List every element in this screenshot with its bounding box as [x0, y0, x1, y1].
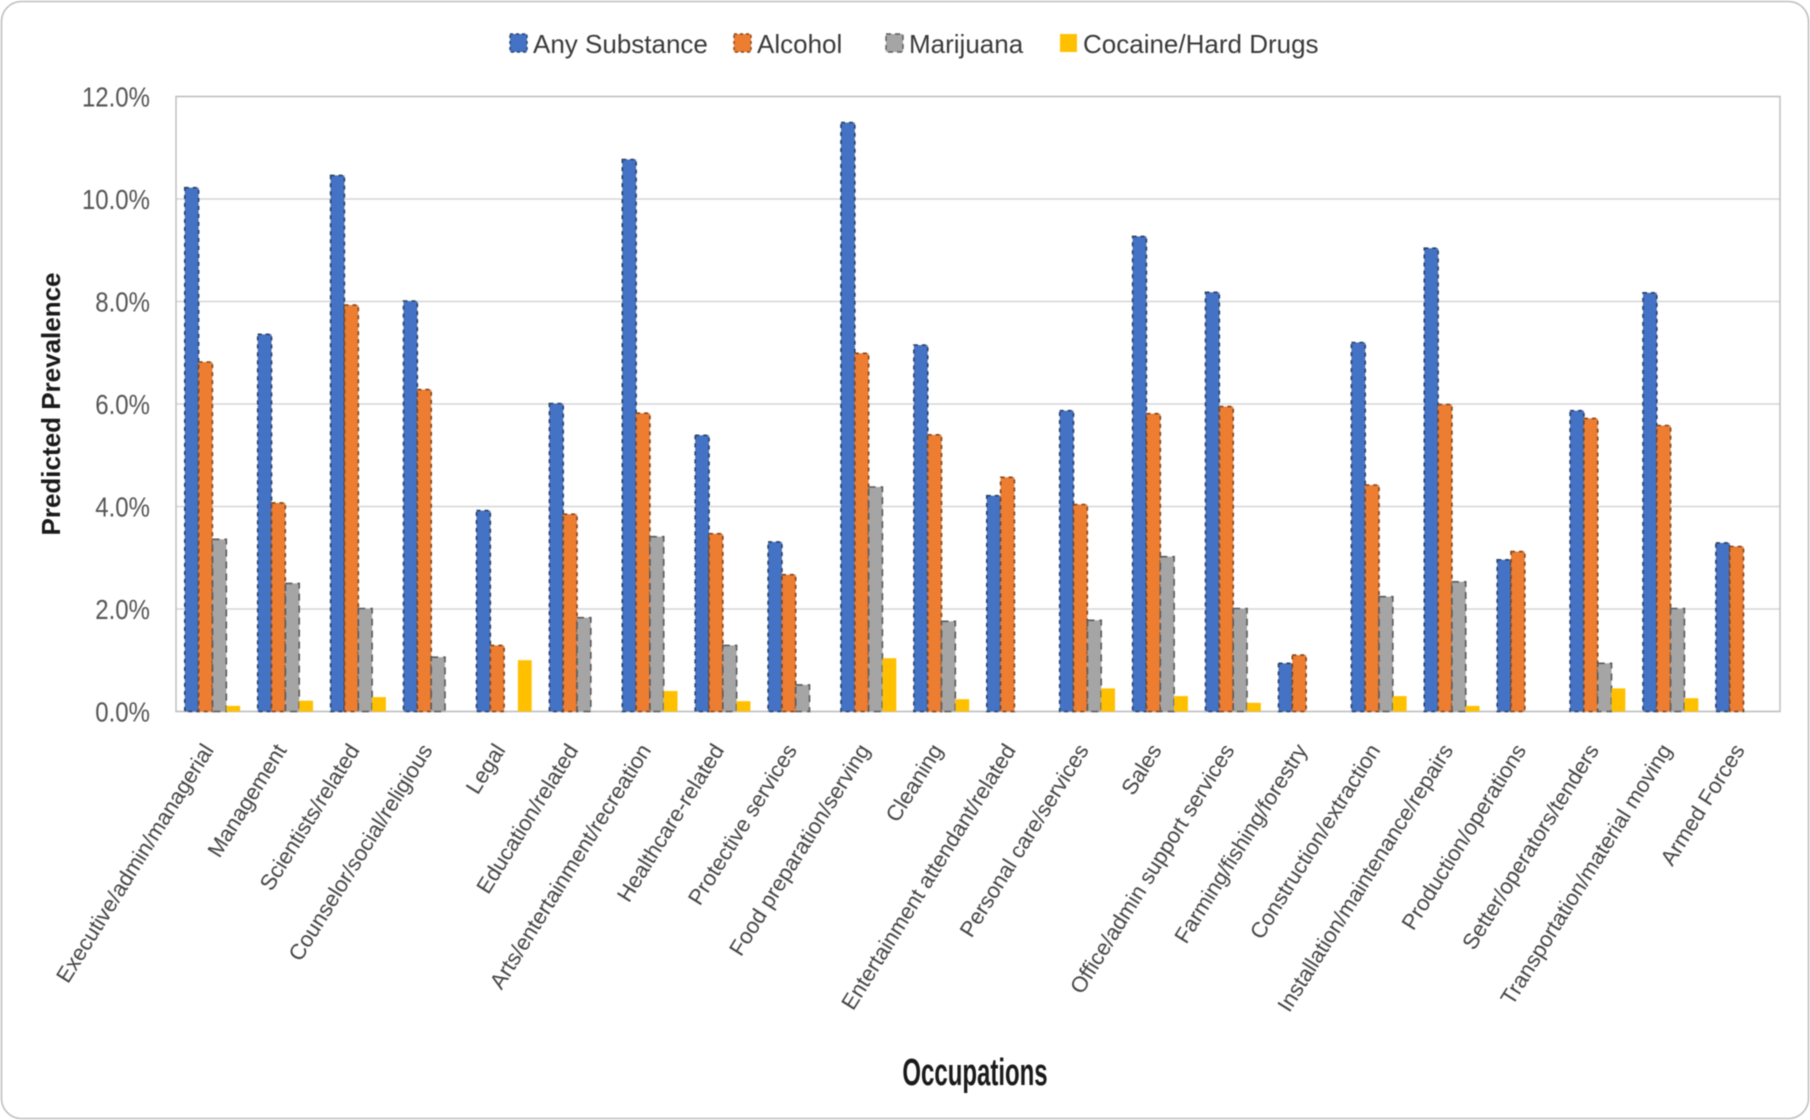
svg-text:Occupations: Occupations	[902, 1050, 1047, 1093]
svg-text:6.0%: 6.0%	[95, 391, 150, 421]
svg-text:8.0%: 8.0%	[95, 288, 150, 318]
svg-text:Marijuana: Marijuana	[909, 29, 1024, 59]
svg-text:4.0%: 4.0%	[95, 493, 150, 523]
svg-text:10.0%: 10.0%	[82, 186, 150, 216]
svg-text:Cocaine/Hard Drugs: Cocaine/Hard Drugs	[1083, 29, 1319, 59]
svg-text:Any Substance: Any Substance	[533, 29, 708, 59]
svg-text:Predicted Prevalence: Predicted Prevalence	[36, 272, 66, 535]
svg-text:Alcohol: Alcohol	[757, 29, 842, 59]
svg-text:12.0%: 12.0%	[82, 83, 150, 113]
svg-text:0.0%: 0.0%	[95, 698, 150, 728]
svg-text:2.0%: 2.0%	[95, 596, 150, 626]
